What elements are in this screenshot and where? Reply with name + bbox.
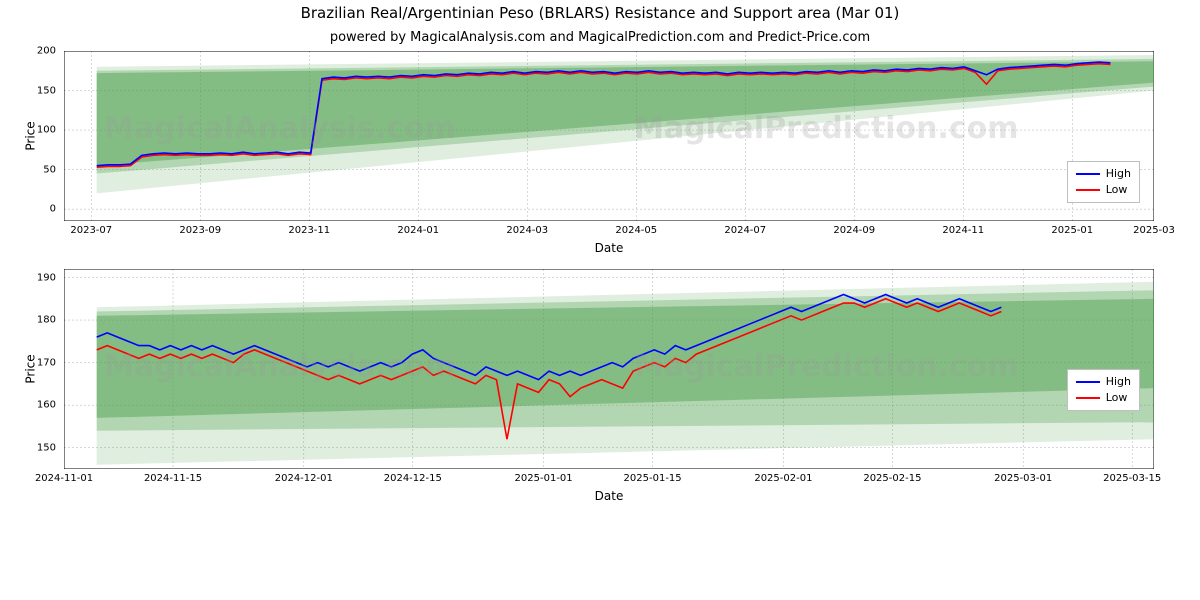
legend-high-label-2: High (1106, 374, 1131, 390)
chart-1-container: Price MagicalAnalysis.com MagicalPredict… (64, 51, 1200, 221)
xtick-label: 2024-11-15 (144, 473, 202, 484)
ytick-label: 150 (20, 85, 56, 96)
ytick-label: 170 (20, 357, 56, 368)
legend-high-line (1076, 173, 1100, 175)
legend-low-line (1076, 189, 1100, 191)
chart-subtitle: powered by MagicalAnalysis.com and Magic… (0, 22, 1200, 51)
xtick-label: 2025-01-01 (515, 473, 573, 484)
chart-title: Brazilian Real/Argentinian Peso (BRLARS)… (0, 0, 1200, 22)
legend-low-row: Low (1076, 182, 1131, 198)
xtick-label: 2023-07 (70, 225, 112, 236)
legend-high-label: High (1106, 166, 1131, 182)
chart-1-xlabel: Date (64, 241, 1154, 255)
xtick-label: 2024-01 (397, 225, 439, 236)
xtick-label: 2023-09 (179, 225, 221, 236)
xtick-label: 2024-12-01 (275, 473, 333, 484)
xtick-label: 2024-11-01 (35, 473, 93, 484)
chart-2-plot (64, 269, 1154, 469)
chart-1-legend: High Low (1067, 161, 1140, 203)
ytick-label: 190 (20, 272, 56, 283)
ytick-label: 150 (20, 442, 56, 453)
xtick-label: 2024-07 (724, 225, 766, 236)
ytick-label: 0 (20, 204, 56, 215)
legend-low-label-2: Low (1106, 390, 1128, 406)
xtick-label: 2025-02-01 (754, 473, 812, 484)
xtick-label: 2025-01 (1051, 225, 1093, 236)
chart-2-container: Price MagicalAnalysis.com MagicalPredict… (64, 269, 1200, 469)
legend-low-line-2 (1076, 397, 1100, 399)
ytick-label: 200 (20, 46, 56, 57)
legend-low-row-2: Low (1076, 390, 1131, 406)
xtick-label: 2025-01-15 (624, 473, 682, 484)
xtick-label: 2025-03 (1133, 225, 1175, 236)
legend-low-label: Low (1106, 182, 1128, 198)
legend-high-line-2 (1076, 381, 1100, 383)
chart-2-xlabel: Date (64, 489, 1154, 503)
ytick-label: 100 (20, 125, 56, 136)
ytick-label: 160 (20, 400, 56, 411)
chart-1-plot (64, 51, 1154, 221)
ytick-label: 50 (20, 164, 56, 175)
xtick-label: 2024-09 (833, 225, 875, 236)
xtick-label: 2024-03 (506, 225, 548, 236)
legend-high-row: High (1076, 166, 1131, 182)
xtick-label: 2024-05 (615, 225, 657, 236)
xtick-label: 2024-12-15 (384, 473, 442, 484)
xtick-label: 2025-02-15 (863, 473, 921, 484)
xtick-label: 2024-11 (942, 225, 984, 236)
ytick-label: 180 (20, 315, 56, 326)
legend-high-row-2: High (1076, 374, 1131, 390)
xtick-label: 2025-03-15 (1103, 473, 1161, 484)
xtick-label: 2025-03-01 (994, 473, 1052, 484)
xtick-label: 2023-11 (288, 225, 330, 236)
chart-2-legend: High Low (1067, 369, 1140, 411)
